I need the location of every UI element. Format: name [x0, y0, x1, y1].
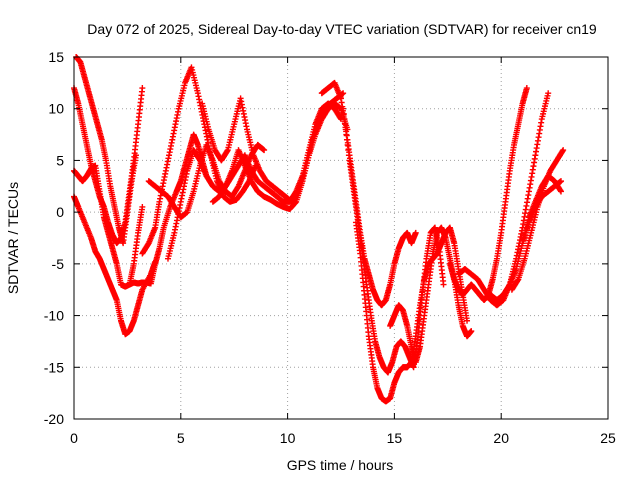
chart-title: Day 072 of 2025, Sidereal Day-to-day VTE… — [87, 21, 597, 37]
data-point — [412, 229, 419, 236]
data-point — [340, 105, 347, 112]
series-track-1 — [71, 193, 159, 338]
y-tick-label: 10 — [48, 101, 64, 117]
series-track-15 — [446, 85, 530, 304]
data-point — [342, 126, 349, 133]
data-point — [132, 152, 139, 159]
x-tick-label: 20 — [493, 430, 509, 446]
plot-frame — [73, 56, 609, 420]
y-tick-label: -5 — [52, 256, 65, 272]
series-track-4 — [73, 54, 139, 247]
data-point — [139, 203, 146, 210]
data-point — [440, 281, 447, 288]
series-track-11 — [318, 79, 419, 309]
data-point — [340, 110, 347, 117]
data-point — [545, 90, 552, 97]
series-track-19 — [519, 178, 565, 247]
data-point — [343, 131, 350, 138]
y-axis-label: SDTVAR / TECUs — [5, 182, 21, 294]
x-tick-label: 0 — [70, 430, 78, 446]
data-point — [560, 147, 567, 154]
y-tick-label: -15 — [44, 359, 64, 375]
series-track-2 — [71, 162, 146, 290]
y-tick-label: 0 — [56, 204, 64, 220]
data-point — [464, 317, 471, 324]
data-point — [344, 141, 351, 148]
data-points — [71, 54, 567, 405]
y-tick-label: 5 — [56, 152, 64, 168]
data-point — [468, 328, 475, 335]
data-point — [343, 136, 350, 143]
series-track-10 — [209, 100, 351, 213]
data-point — [558, 178, 565, 185]
data-point — [558, 188, 565, 195]
data-point — [345, 152, 352, 159]
series-track-5 — [126, 131, 210, 288]
y-tick-label: 15 — [48, 49, 64, 65]
x-axis-label: GPS time / hours — [287, 457, 394, 473]
x-tick-label: 5 — [177, 430, 185, 446]
y-tick-label: -10 — [44, 308, 64, 324]
data-point — [342, 121, 349, 128]
series-track-18 — [508, 147, 567, 293]
x-tick-label: 25 — [600, 430, 616, 446]
data-point — [523, 85, 530, 92]
data-point — [341, 116, 348, 123]
x-tick-label: 15 — [387, 430, 403, 446]
data-point — [345, 147, 352, 154]
data-point — [261, 147, 268, 154]
data-point — [139, 85, 146, 92]
y-tick-label: -20 — [44, 411, 64, 427]
axis-ticks: 0 5 10 15 20 25 -20 -15 -10 -5 0 5 10 15 — [44, 49, 616, 446]
x-tick-label: 10 — [280, 430, 296, 446]
